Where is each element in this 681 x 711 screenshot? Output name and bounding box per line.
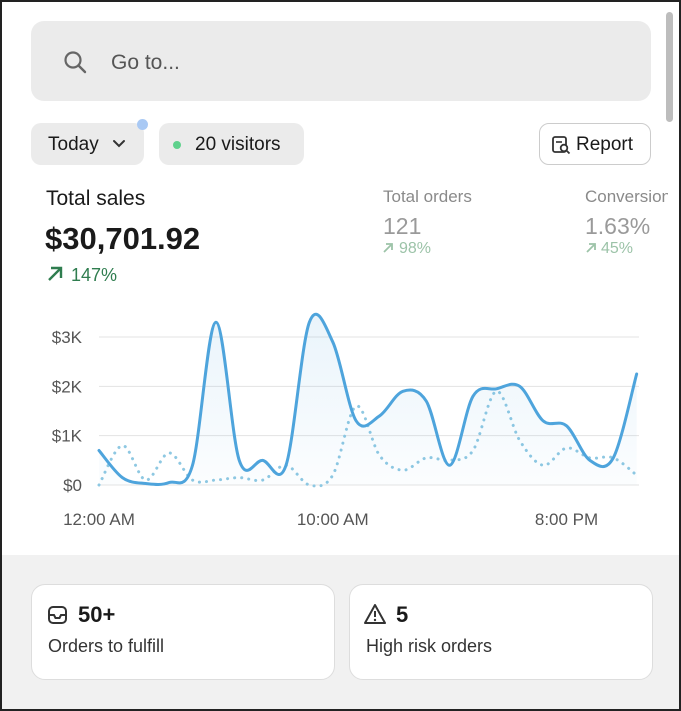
metric-value: 121 — [383, 213, 422, 239]
up-arrow — [383, 243, 393, 253]
metric-clipped: Conversion 1.63% 45% — [585, 185, 668, 265]
metric-change: 147% — [71, 265, 118, 285]
report-button[interactable]: Report — [539, 123, 651, 165]
line — [97, 313, 639, 486]
card[interactable]: 5 High risk orders — [349, 584, 653, 680]
report-icon — [552, 136, 571, 155]
card-value: 50+ — [78, 602, 116, 627]
metric-label: Total orders — [383, 187, 472, 206]
search-placeholder: Go to... — [111, 51, 180, 74]
search-box[interactable]: Go to... — [31, 21, 651, 101]
report-label: Report — [576, 134, 634, 155]
card-value: 5 — [396, 602, 409, 627]
bottom-panel: 50+ Orders to fulfill 5 High risk orders — [2, 555, 679, 709]
metric-label: Conversion — [585, 187, 668, 206]
metric-label: Total sales — [46, 187, 146, 210]
date-label: Today — [48, 134, 99, 155]
chevron — [113, 140, 125, 148]
sales-chart: $0 $1K $2K $3K 12:00 AM 10:00 AM 8:00 PM — [52, 313, 639, 529]
scrollbar[interactable] — [666, 12, 673, 122]
y-tick-label: $1K — [52, 427, 83, 446]
y-tick-label: $3K — [52, 328, 83, 347]
up-arrow — [586, 243, 596, 253]
live-dot — [173, 141, 181, 149]
search-icon — [64, 51, 87, 74]
area — [99, 314, 637, 485]
metric-value: 1.63% — [585, 213, 651, 239]
visitors-pill[interactable]: 20 visitors — [159, 123, 304, 165]
x-tick-label: 12:00 AM — [63, 510, 135, 529]
card-label: Orders to fulfill — [48, 636, 165, 656]
up-arrow — [48, 266, 63, 281]
inbox-icon — [48, 606, 67, 624]
metric-change: 98% — [399, 240, 432, 257]
metric-value: $30,701.92 — [45, 221, 201, 256]
x-tick-label: 8:00 PM — [535, 510, 598, 529]
x-tick-label: 10:00 AM — [297, 510, 369, 529]
notification-dot — [137, 119, 148, 130]
metric-change: 45% — [601, 240, 634, 257]
card[interactable]: 50+ Orders to fulfill — [31, 584, 335, 680]
card-label: High risk orders — [366, 636, 493, 656]
visitors-label: 20 visitors — [195, 134, 281, 155]
warning-icon — [364, 604, 386, 624]
y-tick-label: $2K — [52, 377, 83, 396]
date-filter[interactable]: Today — [31, 123, 144, 165]
y-tick-label: $0 — [63, 476, 82, 495]
